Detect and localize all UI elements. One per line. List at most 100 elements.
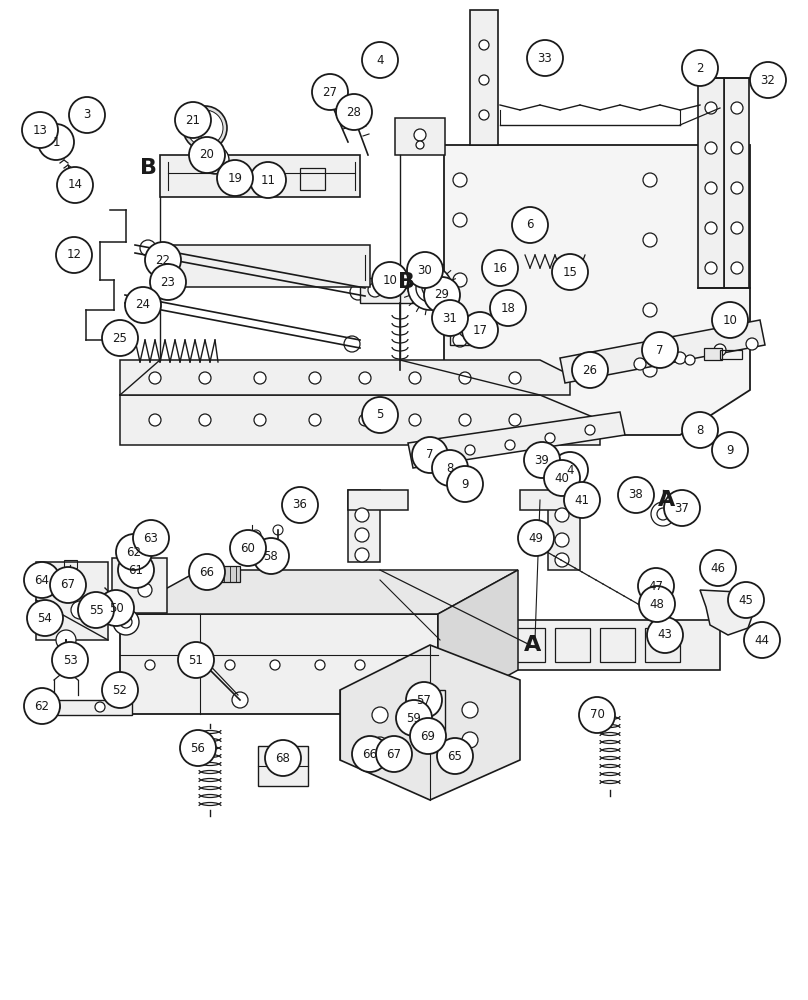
Circle shape [705,142,717,154]
Circle shape [685,355,695,365]
Circle shape [130,290,146,306]
Circle shape [512,207,548,243]
Circle shape [355,660,365,670]
Circle shape [459,414,471,426]
Circle shape [253,538,289,574]
Text: 39: 39 [535,454,549,466]
Text: B: B [398,272,415,292]
Bar [36,562,108,640]
Circle shape [372,262,408,298]
Circle shape [552,452,588,488]
Text: 8: 8 [696,424,704,436]
Text: 22: 22 [155,253,170,266]
Bar [470,628,505,662]
Bar [32,700,132,715]
Circle shape [407,252,443,288]
Text: 68: 68 [276,752,290,764]
Text: 9: 9 [461,478,469,490]
Circle shape [355,528,369,542]
Polygon shape [470,10,498,145]
Circle shape [714,344,726,356]
Text: B: B [140,158,157,178]
Circle shape [482,250,518,286]
Circle shape [175,102,211,138]
Circle shape [66,588,74,596]
Circle shape [643,363,657,377]
Text: 30: 30 [418,263,432,276]
Circle shape [705,262,717,274]
Circle shape [561,468,569,476]
Circle shape [50,567,86,603]
Polygon shape [120,360,570,395]
Bar [724,78,749,288]
Circle shape [78,592,114,628]
Circle shape [651,502,675,526]
Text: 40: 40 [554,472,570,485]
Bar [64,560,77,568]
Circle shape [272,550,284,562]
Text: A: A [524,635,541,655]
Text: 14: 14 [68,178,82,192]
Text: 63: 63 [144,532,158,544]
Circle shape [359,414,371,426]
Circle shape [643,233,657,247]
Circle shape [50,702,60,712]
Circle shape [273,525,283,535]
Text: 4: 4 [566,464,574,477]
Circle shape [183,106,227,150]
Bar [645,628,680,662]
Circle shape [639,586,675,622]
Text: 7: 7 [656,344,663,357]
Circle shape [653,593,663,603]
Text: 51: 51 [188,654,204,666]
Text: 54: 54 [37,611,53,624]
Text: 60: 60 [241,542,255,554]
Text: 26: 26 [583,363,597,376]
Circle shape [731,142,743,154]
Circle shape [189,554,225,590]
Circle shape [634,358,646,370]
Circle shape [251,530,261,540]
Circle shape [412,437,448,473]
Circle shape [731,222,743,234]
Circle shape [432,300,468,336]
Circle shape [69,97,105,133]
Polygon shape [700,590,755,635]
Text: 66: 66 [363,748,377,760]
Bar [40,143,52,151]
Circle shape [282,487,318,523]
Polygon shape [560,320,765,383]
Text: 46: 46 [710,562,726,574]
Circle shape [414,129,426,141]
Text: 36: 36 [292,498,307,512]
Circle shape [254,414,266,426]
Text: 16: 16 [493,261,507,274]
Text: 10: 10 [722,314,738,326]
Circle shape [509,414,521,426]
Text: 58: 58 [263,550,279,562]
Circle shape [309,414,321,426]
Text: 32: 32 [760,74,776,87]
Circle shape [315,660,325,670]
Circle shape [424,277,460,313]
Text: 12: 12 [66,248,82,261]
Text: 45: 45 [739,593,753,606]
Circle shape [368,283,382,297]
Circle shape [102,672,138,708]
Polygon shape [120,395,600,445]
Circle shape [408,283,422,297]
Circle shape [149,372,161,384]
Circle shape [459,323,473,337]
Circle shape [56,630,76,650]
Text: 5: 5 [377,408,384,422]
Polygon shape [408,412,625,468]
Circle shape [138,583,152,597]
Circle shape [57,167,93,203]
Circle shape [682,50,718,86]
Circle shape [145,660,155,670]
Circle shape [196,119,214,137]
Bar [58,662,74,670]
Text: 48: 48 [650,597,664,610]
Text: 31: 31 [443,312,457,324]
Circle shape [140,240,156,256]
